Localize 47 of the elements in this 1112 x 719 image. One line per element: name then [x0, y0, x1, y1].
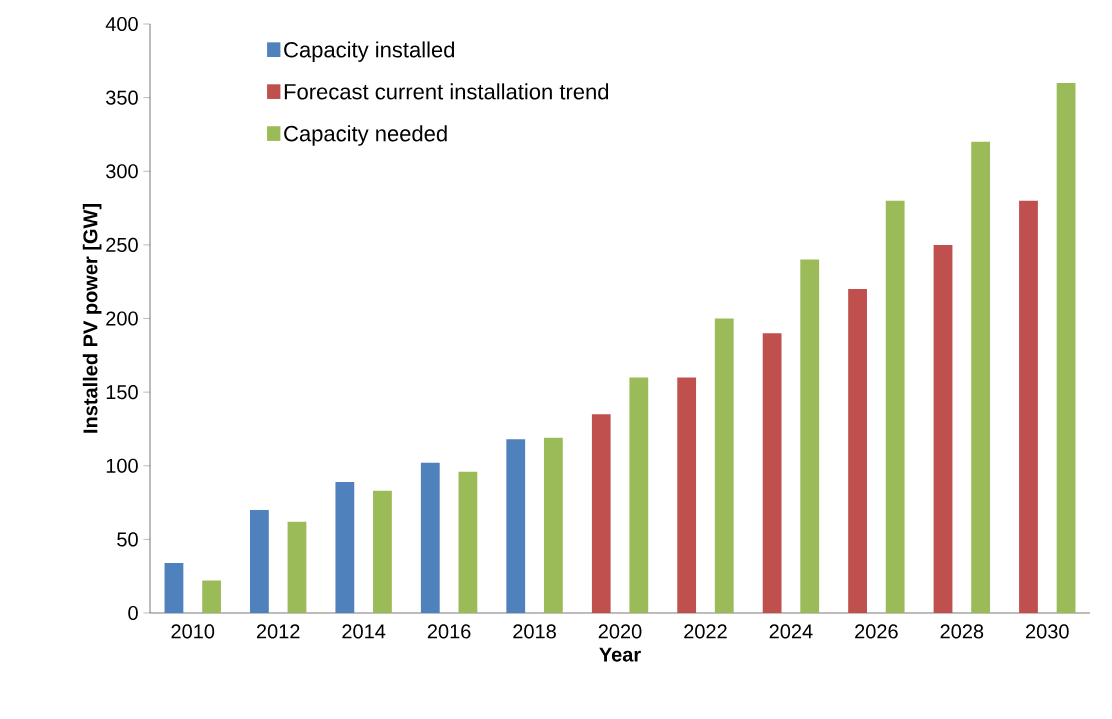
- y-tick-label: 300: [106, 164, 138, 179]
- x-tick-label: 2026: [855, 624, 898, 639]
- bar: [373, 490, 392, 613]
- bar: [714, 318, 734, 613]
- bar: [677, 377, 697, 613]
- x-tick-label: 2028: [940, 624, 984, 639]
- bar: [971, 141, 991, 613]
- bar: [458, 471, 478, 613]
- x-tick-label: 2018: [513, 624, 556, 639]
- bar: [249, 509, 269, 613]
- x-tick-label: 2030: [1026, 624, 1069, 639]
- bar: [420, 462, 440, 613]
- y-tick-label: 350: [106, 90, 138, 105]
- x-tick-label: 2010: [171, 624, 215, 639]
- bar: [1056, 82, 1076, 613]
- bar: [762, 333, 782, 613]
- x-tick-label: 2016: [427, 624, 471, 639]
- bar: [800, 259, 820, 613]
- bar: [164, 562, 184, 613]
- x-tick-label: 2020: [598, 624, 642, 639]
- bar: [591, 414, 611, 613]
- x-tick-label: 2022: [684, 624, 727, 639]
- y-tick-label: 0: [128, 605, 138, 621]
- y-axis-title: Installed PV power [GW]: [82, 204, 102, 433]
- x-tick-label: 2012: [256, 624, 300, 639]
- bar: [506, 439, 526, 613]
- bar: [287, 521, 307, 613]
- bar: [885, 200, 905, 613]
- legend-label: Capacity needed: [284, 125, 447, 146]
- y-tick-label: 150: [106, 385, 138, 400]
- bar: [629, 377, 649, 613]
- x-axis-title: Year: [599, 647, 641, 662]
- bar: [202, 580, 221, 613]
- bar: [335, 481, 355, 613]
- y-tick-label: 400: [105, 16, 138, 32]
- legend-label: Capacity installed: [284, 41, 455, 62]
- y-tick-label: 200: [106, 311, 138, 326]
- legend-label: Forecast current installation trend: [284, 83, 609, 100]
- bar: [1019, 200, 1038, 613]
- bar: [543, 437, 563, 613]
- bar: [848, 289, 867, 613]
- y-tick-label: 50: [117, 532, 138, 547]
- y-tick-label: 250: [106, 237, 138, 252]
- bar: [933, 244, 953, 613]
- y-tick-label: 100: [106, 458, 138, 473]
- x-tick-label: 2024: [769, 624, 813, 639]
- x-tick-label: 2014: [342, 624, 386, 639]
